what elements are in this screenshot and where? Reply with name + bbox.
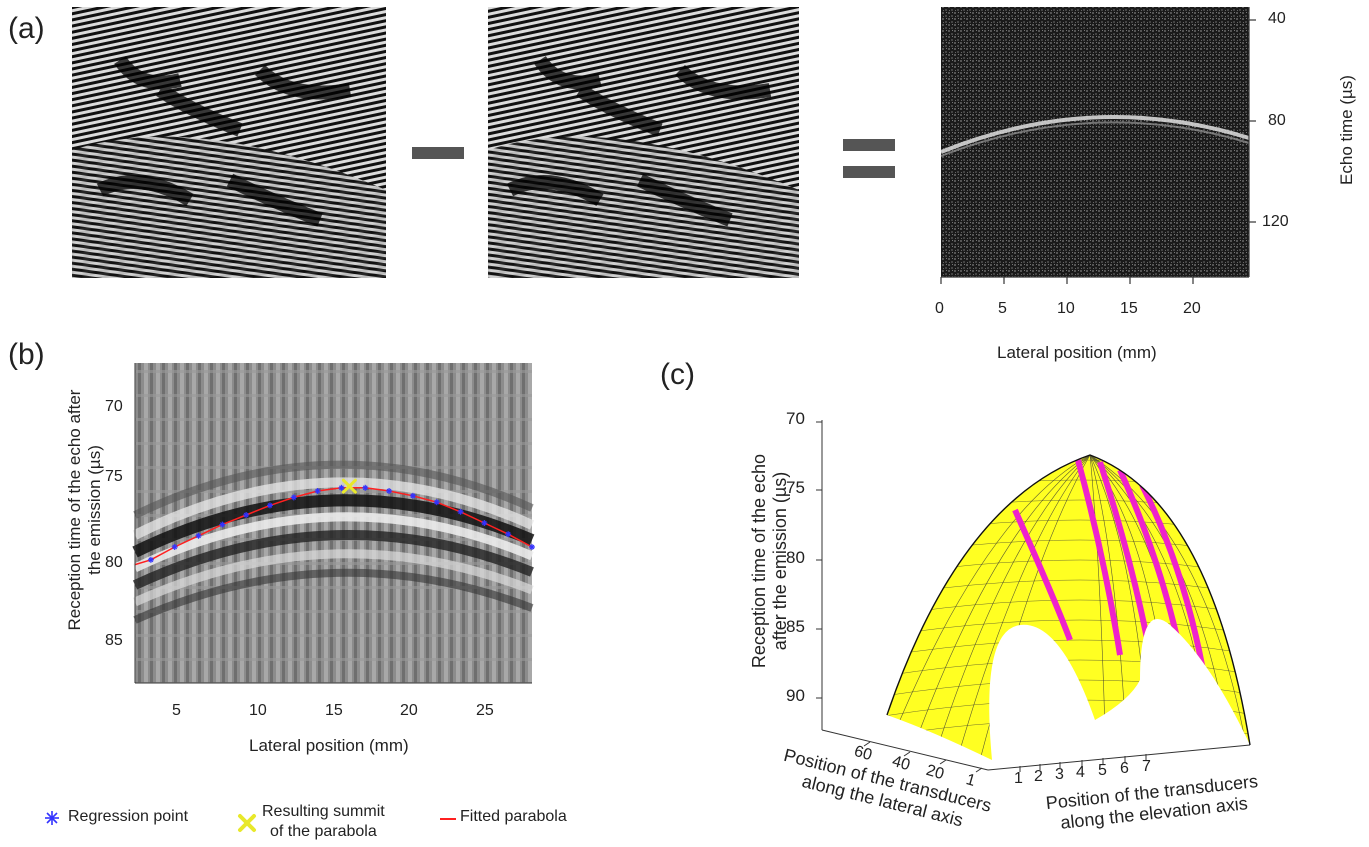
- panel-c-z-title-line2: after the emission (µs): [770, 471, 790, 651]
- regression-point: [219, 521, 226, 528]
- legend-regression-label: Regression point: [68, 808, 189, 825]
- fitted-parabola: [134, 487, 533, 566]
- legend-fitted-icon: [440, 818, 456, 820]
- regression-point: [362, 484, 369, 491]
- panel-c-label: (c): [660, 358, 695, 391]
- panel-b-y-title-line1: Reception time of the echo after: [65, 389, 84, 631]
- difference-image: [940, 7, 1250, 277]
- panel-a-xtick: 5: [998, 300, 1007, 317]
- panel-b-xtick: 10: [249, 702, 267, 719]
- panel-c-z-title-line1: Reception time of the echo: [749, 453, 769, 669]
- legend-summit-icon: [238, 814, 256, 832]
- panel-b-xtick: 5: [172, 702, 181, 719]
- panel-b-label: (b): [8, 338, 45, 371]
- panel-a-label: (a): [8, 12, 45, 45]
- panel-b-xtick: 15: [325, 702, 343, 719]
- summit-marker: [341, 478, 357, 494]
- panel-c-elevation-tick: 7: [1142, 758, 1151, 775]
- panel-c-elevation-tick: 6: [1120, 760, 1129, 777]
- panel-a-y-title: Echo time (µs): [1337, 75, 1356, 185]
- fitted-parabola-line: [134, 487, 533, 566]
- regression-point: [266, 502, 273, 509]
- regression-point: [481, 520, 488, 526]
- panel-b-chart: [132, 363, 535, 684]
- panel-c-ztick: 85: [786, 617, 805, 636]
- panel-b-y-title-line2: the emission (µs): [85, 445, 104, 575]
- regression-point: [147, 556, 154, 563]
- panel-c-ztick: 70: [786, 409, 805, 428]
- highlight-column: [1075, 459, 1123, 656]
- regression-point: [409, 492, 416, 499]
- panel-c-ztick: 75: [786, 478, 805, 497]
- panel-b-y-title: Reception time of the echo after the emi…: [65, 345, 105, 675]
- regression-point: [314, 488, 321, 494]
- panel-a-ytick: 120: [1262, 213, 1289, 230]
- regression-point: [243, 512, 250, 518]
- regression-point: [529, 544, 535, 550]
- panel-a-ytick: 80: [1268, 112, 1286, 129]
- panel-c-ztick: 90: [786, 686, 805, 705]
- equals-operator-bottom: [843, 166, 895, 178]
- panel-b-ytick: 70: [105, 398, 123, 415]
- panel-b-x-title: Lateral position (mm): [249, 736, 409, 755]
- highlight-column: [1012, 508, 1073, 642]
- panel-c-elevation-tick: 2: [1034, 768, 1043, 785]
- panel-c-ztick: 80: [786, 548, 805, 567]
- panel-a-x-title: Lateral position (mm): [997, 343, 1157, 362]
- regression-point: [386, 488, 393, 494]
- panel-b-ytick: 75: [105, 468, 123, 485]
- panel-b-ytick: 85: [105, 632, 123, 649]
- ultrasound-image-left: [72, 7, 386, 278]
- regression-point: [171, 544, 178, 550]
- panel-c-elevation-tick: 1: [1014, 770, 1023, 787]
- panel-a-xtick: 20: [1183, 300, 1201, 317]
- panel-c-elevation-tick: 5: [1098, 762, 1107, 779]
- summit-mark: [341, 478, 357, 494]
- legend-fitted-label: Fitted parabola: [460, 808, 567, 825]
- regression-point: [505, 531, 512, 538]
- panel-c-surface-plot: [816, 420, 1251, 773]
- panel-b-xtick: 25: [476, 702, 494, 719]
- regression-point: [433, 499, 440, 506]
- regression-point: [457, 508, 464, 515]
- legend-summit-label: Resulting summit of the parabola: [262, 802, 385, 842]
- panel-a-xtick: 10: [1057, 300, 1075, 317]
- panel-a-ytick: 40: [1268, 10, 1286, 27]
- regression-point: [290, 494, 297, 501]
- panel-c-z-title: Reception time of the echo after the emi…: [749, 411, 791, 711]
- panel-a-xtick: 15: [1120, 300, 1138, 317]
- minus-operator: [412, 147, 464, 159]
- equals-operator-top: [843, 139, 895, 151]
- panel-b-ytick: 80: [105, 554, 123, 571]
- panel-a-figure: [72, 7, 1256, 284]
- panel-b-xtick: 20: [400, 702, 418, 719]
- legend-summit-line1: Resulting summit: [262, 803, 385, 820]
- panel-a-xtick: 0: [935, 300, 944, 317]
- panel-c-elevation-tick: 3: [1055, 766, 1064, 783]
- regression-point: [195, 532, 202, 539]
- regression-point: [338, 484, 345, 491]
- legend-summit-line2: of the parabola: [269, 823, 377, 840]
- panel-c-elevation-tick: 4: [1076, 764, 1085, 781]
- legend-regression-icon: [45, 811, 59, 825]
- ultrasound-image-middle: [488, 7, 799, 278]
- regression-points: [147, 484, 535, 563]
